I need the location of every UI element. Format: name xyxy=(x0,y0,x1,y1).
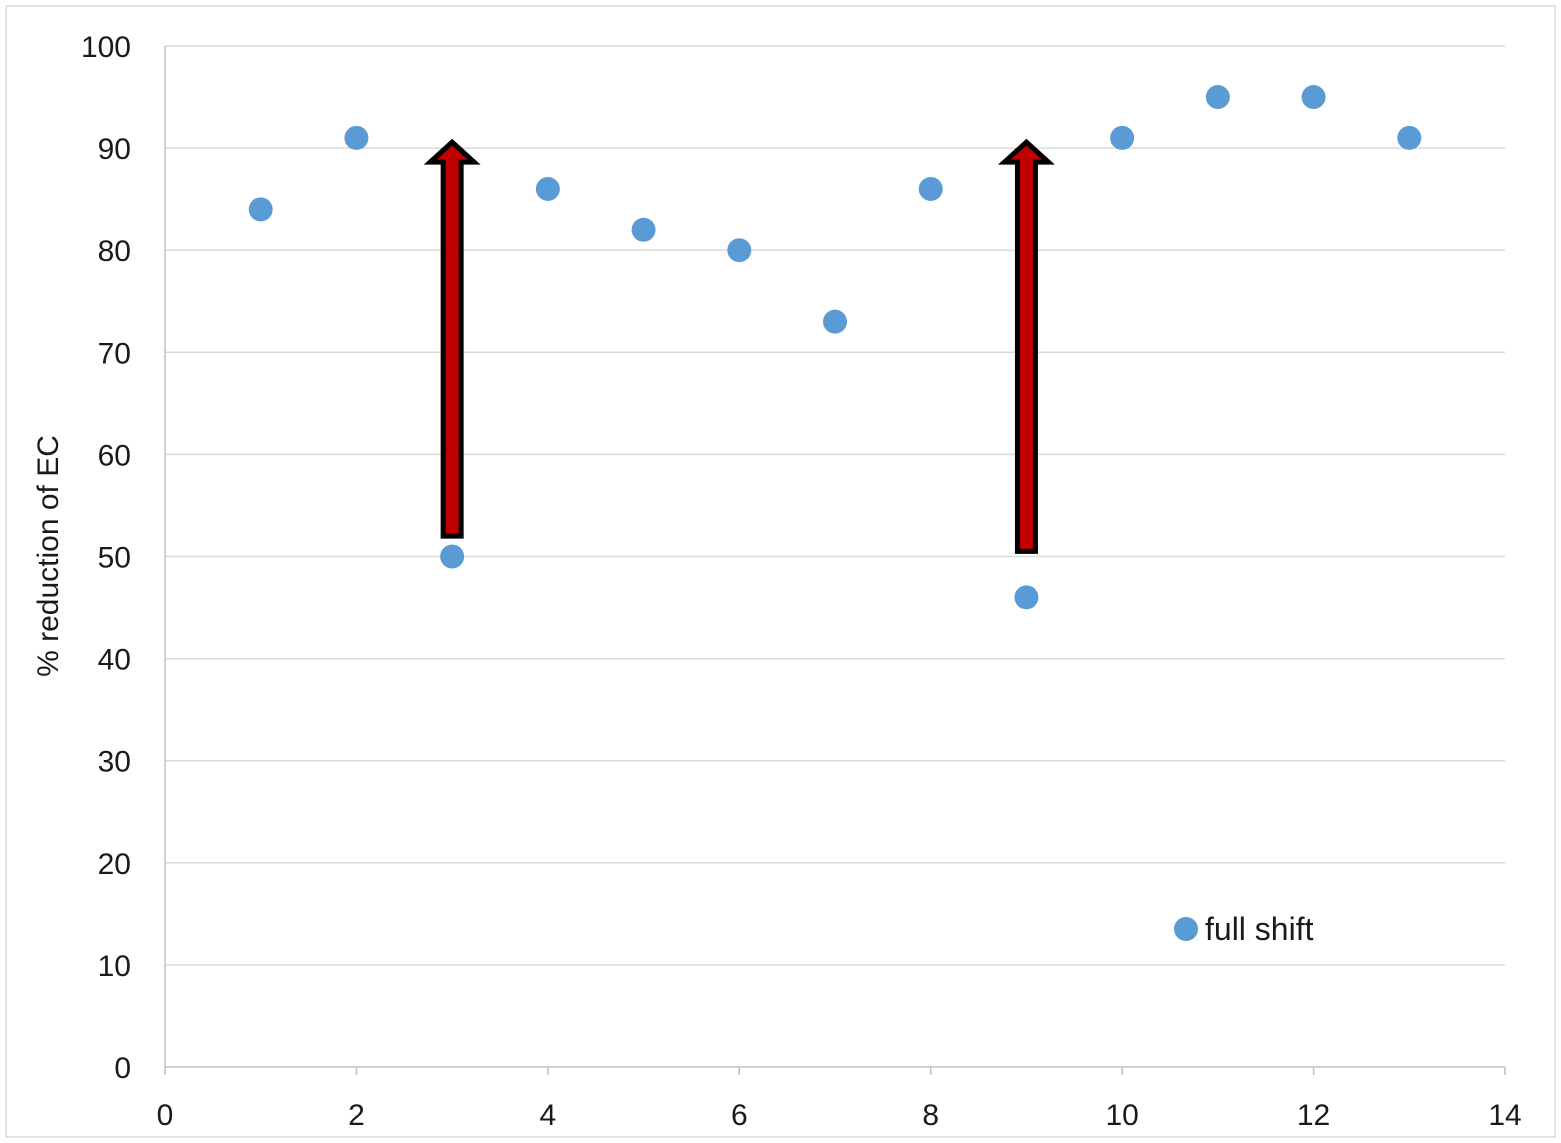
data-point xyxy=(631,217,656,242)
x-tick-label: 2 xyxy=(348,1099,365,1132)
legend-marker xyxy=(1174,917,1198,941)
data-point xyxy=(1397,125,1422,150)
data-points xyxy=(248,85,1422,610)
annotation-arrows xyxy=(423,138,1055,554)
y-axis-title: % reduction of EC xyxy=(32,435,65,677)
x-tick-label: 14 xyxy=(1488,1099,1521,1132)
data-point xyxy=(535,176,560,201)
data-point xyxy=(1110,125,1135,150)
y-tick-label: 20 xyxy=(98,848,131,881)
y-tick-label: 10 xyxy=(98,950,131,983)
x-tick-label: 8 xyxy=(922,1099,939,1132)
y-tick-label: 90 xyxy=(98,133,131,166)
legend-label: full shift xyxy=(1205,911,1314,947)
x-tick-label: 12 xyxy=(1297,1099,1330,1132)
data-point xyxy=(344,125,369,150)
x-tick-label: 10 xyxy=(1105,1099,1138,1132)
x-tick-label: 0 xyxy=(157,1099,174,1132)
y-tick-label: 60 xyxy=(98,439,131,472)
data-point xyxy=(1301,85,1326,110)
x-tick-label: 6 xyxy=(731,1099,748,1132)
data-point xyxy=(1014,585,1039,610)
data-point xyxy=(248,197,273,222)
gridlines xyxy=(165,45,1505,966)
data-point xyxy=(823,309,847,334)
y-tick-labels: 0 10 20 30 40 50 60 70 80 90 100 xyxy=(81,31,131,1085)
y-tick-label: 40 xyxy=(98,644,131,677)
data-point xyxy=(1205,85,1230,110)
y-tick-label: 70 xyxy=(98,337,131,370)
y-tick-label: 80 xyxy=(98,235,131,268)
y-tick-label: 100 xyxy=(81,31,131,64)
x-tick-label: 4 xyxy=(540,1099,557,1132)
legend: full shift xyxy=(1174,911,1314,947)
y-tick-label: 50 xyxy=(98,542,131,575)
data-point xyxy=(727,238,752,263)
axes xyxy=(164,46,1506,1075)
data-point xyxy=(440,544,465,569)
chart-frame xyxy=(5,5,1556,1138)
annotation-arrow xyxy=(997,138,1055,554)
data-point xyxy=(918,176,943,201)
y-tick-label: 0 xyxy=(114,1052,131,1085)
annotation-arrow xyxy=(423,138,481,539)
x-tick-labels: 0 2 4 6 8 10 12 14 xyxy=(157,1099,1522,1132)
y-tick-label: 30 xyxy=(98,746,131,779)
